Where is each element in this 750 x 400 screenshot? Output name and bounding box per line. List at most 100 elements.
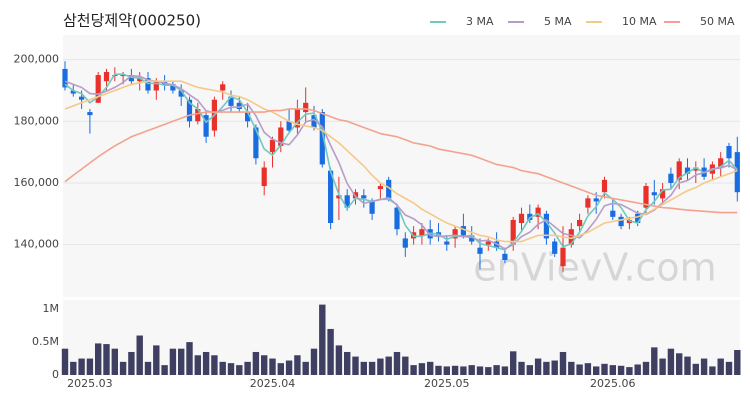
volume-bar <box>385 356 392 375</box>
volume-bar <box>601 363 608 375</box>
volume-bar <box>244 361 251 375</box>
chart-title: 삼천당제약(000250) <box>63 12 201 30</box>
y-tick-label: 160,000 <box>14 176 60 189</box>
candle-body <box>518 213 525 224</box>
volume-bar <box>119 361 127 375</box>
volume-bar <box>103 344 110 375</box>
volume-bar <box>219 361 226 375</box>
volume-bar <box>626 367 633 375</box>
volume-bar <box>700 358 708 375</box>
y-tick-label: 200,000 <box>14 53 60 66</box>
candle-body <box>485 241 491 245</box>
candle-body <box>344 195 350 208</box>
candle-body <box>278 127 284 146</box>
volume-bar <box>543 361 550 375</box>
candle-body <box>527 213 533 220</box>
candle-body <box>601 179 608 193</box>
volume-bar <box>178 348 185 375</box>
candle-body <box>402 238 408 248</box>
volume-bar <box>476 366 484 375</box>
volume-bar <box>252 351 260 375</box>
candle-body <box>87 112 93 116</box>
volume-bar <box>186 342 193 375</box>
volume-bar <box>310 348 318 375</box>
volume-bar <box>410 365 417 375</box>
candle-body <box>469 235 475 242</box>
candle-body <box>319 112 325 165</box>
volume-bar <box>327 328 334 375</box>
y-tick-label: 140,000 <box>14 238 60 251</box>
x-tick-label: 2025.03 <box>67 377 113 390</box>
volume-bar <box>734 350 741 375</box>
candle-body <box>95 75 101 103</box>
candle-body <box>718 158 724 168</box>
legend-label: 10 MA <box>622 15 657 28</box>
volume-bar <box>684 356 691 375</box>
volume-bar <box>418 363 426 375</box>
candle-body <box>734 152 740 193</box>
y-tick-label: 1M <box>43 302 60 315</box>
volume-bar <box>609 365 616 375</box>
candle-body <box>560 247 566 267</box>
volume-bar <box>144 361 152 375</box>
candle-body <box>220 84 226 91</box>
candle-body <box>62 68 68 88</box>
volume-bar <box>70 361 77 375</box>
candle-body <box>103 71 110 82</box>
y-tick-label: 0 <box>52 368 59 381</box>
candle-body <box>568 229 574 245</box>
volume-bar <box>319 304 326 375</box>
candle-body <box>269 139 276 153</box>
volume-bar <box>86 358 94 375</box>
volume-bar <box>460 366 467 375</box>
candle-body <box>543 213 549 239</box>
volume-bar <box>501 366 509 375</box>
volume-bar <box>261 355 268 375</box>
candle-body <box>336 195 342 199</box>
volume-bar <box>136 335 143 375</box>
ma-line <box>64 108 738 214</box>
candle-body <box>419 229 425 236</box>
candle-body <box>178 90 184 97</box>
volume-bar <box>352 356 359 375</box>
candle-body <box>610 210 616 217</box>
volume-bar <box>368 361 376 375</box>
volume-bar <box>510 351 517 375</box>
volume-bar <box>634 364 641 375</box>
candle-body <box>70 90 76 94</box>
volume-bar <box>725 361 733 375</box>
candle-body <box>79 96 85 100</box>
candle-body <box>386 179 392 199</box>
candle-body <box>660 189 666 199</box>
candle-body <box>477 247 483 254</box>
volume-bar <box>717 358 724 375</box>
volume-bar <box>534 358 542 375</box>
volume-bar <box>651 347 658 375</box>
candle-body <box>552 241 558 254</box>
candle-body <box>643 186 649 208</box>
volume-bar <box>360 361 367 375</box>
candle-body <box>585 198 591 208</box>
volume-bar <box>211 355 218 375</box>
volume-bar <box>526 365 533 375</box>
candle-body <box>186 99 193 122</box>
candle-body <box>510 219 516 245</box>
candle-body <box>328 170 334 224</box>
candle-body <box>361 195 367 199</box>
volume-bar <box>584 363 592 375</box>
candle-body <box>676 161 682 180</box>
candle-body <box>635 213 641 224</box>
candle-body <box>120 75 126 77</box>
candle-body <box>303 102 309 113</box>
volume-bar <box>593 366 600 375</box>
candle-body <box>394 207 400 230</box>
volume-bar <box>227 363 235 375</box>
ma-line <box>64 80 738 243</box>
candle-body <box>726 145 732 159</box>
volume-bar <box>451 365 459 375</box>
volume-bar <box>485 367 492 375</box>
candle-body <box>286 121 292 131</box>
volume-bar <box>692 363 699 375</box>
volume-bar <box>435 365 442 375</box>
volume-bar <box>393 351 401 375</box>
